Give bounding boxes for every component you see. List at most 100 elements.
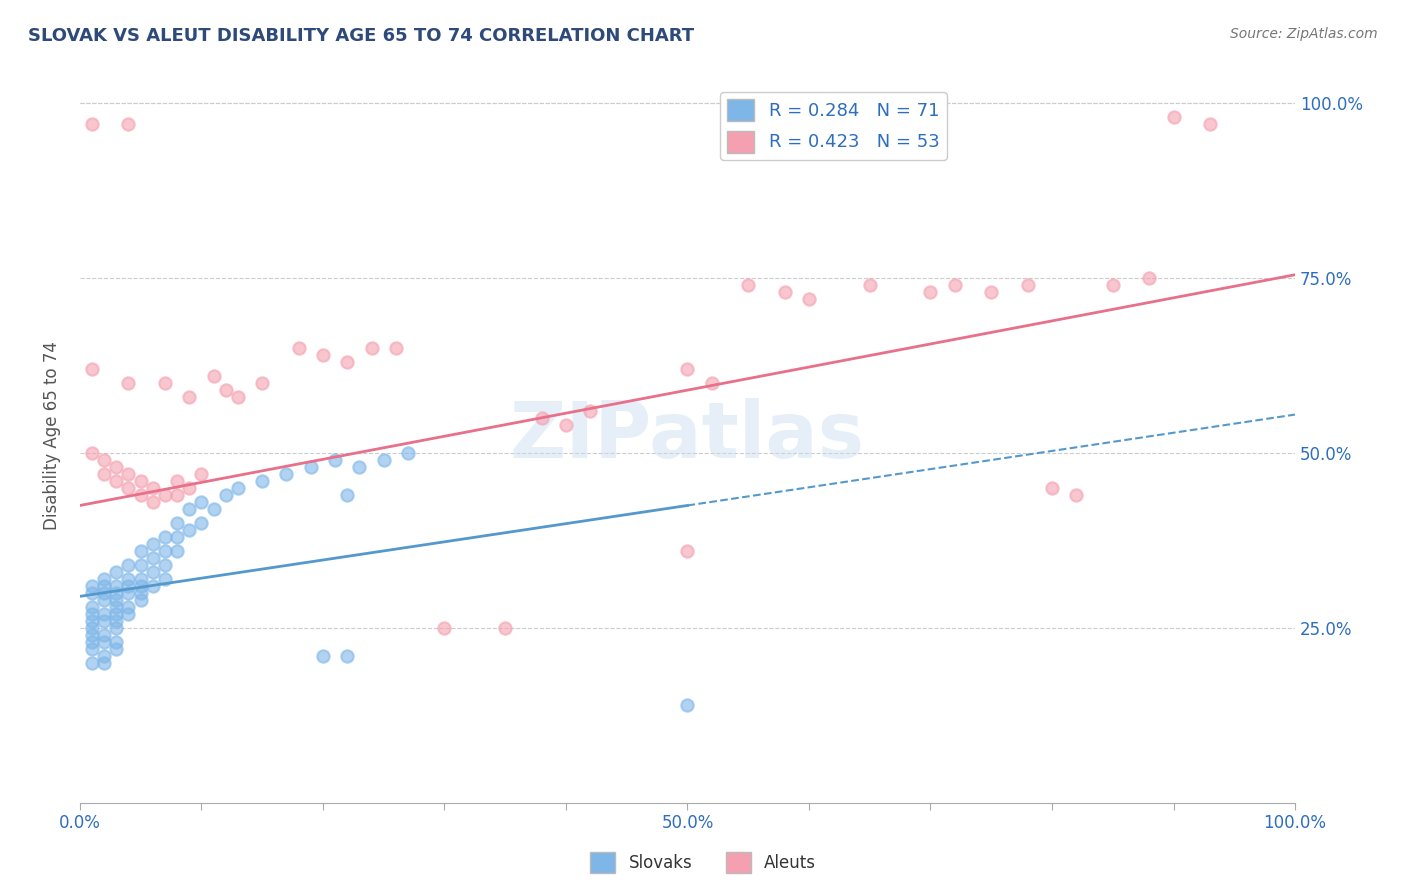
- Point: [166, 544, 188, 558]
- Point: [433, 621, 456, 635]
- Point: [129, 544, 152, 558]
- Point: [117, 467, 139, 481]
- Point: [202, 502, 225, 516]
- Point: [105, 460, 128, 475]
- Point: [117, 376, 139, 391]
- Point: [80, 641, 103, 656]
- Point: [93, 607, 115, 621]
- Point: [179, 481, 201, 495]
- Point: [226, 390, 249, 404]
- Legend: R = 0.284   N = 71, R = 0.423   N = 53: R = 0.284 N = 71, R = 0.423 N = 53: [720, 92, 946, 160]
- Point: [80, 621, 103, 635]
- Point: [153, 488, 176, 502]
- Point: [943, 278, 966, 293]
- Point: [336, 488, 359, 502]
- Point: [80, 614, 103, 628]
- Point: [93, 628, 115, 642]
- Point: [250, 474, 273, 488]
- Point: [105, 599, 128, 614]
- Y-axis label: Disability Age 65 to 74: Disability Age 65 to 74: [44, 341, 60, 530]
- Point: [129, 474, 152, 488]
- Point: [859, 278, 882, 293]
- Point: [166, 516, 188, 530]
- Point: [980, 285, 1002, 300]
- Point: [129, 592, 152, 607]
- Point: [117, 607, 139, 621]
- Point: [323, 453, 346, 467]
- Point: [80, 656, 103, 670]
- Point: [105, 474, 128, 488]
- Point: [80, 118, 103, 132]
- Point: [117, 481, 139, 495]
- Point: [93, 572, 115, 586]
- Point: [93, 635, 115, 649]
- Point: [117, 558, 139, 572]
- Point: [117, 572, 139, 586]
- Point: [80, 362, 103, 376]
- Point: [530, 411, 553, 425]
- Point: [129, 488, 152, 502]
- Text: ZIPatlas: ZIPatlas: [510, 398, 865, 474]
- Text: SLOVAK VS ALEUT DISABILITY AGE 65 TO 74 CORRELATION CHART: SLOVAK VS ALEUT DISABILITY AGE 65 TO 74 …: [28, 27, 695, 45]
- Point: [93, 592, 115, 607]
- Legend: Slovaks, Aleuts: Slovaks, Aleuts: [583, 846, 823, 880]
- Point: [385, 341, 408, 355]
- Point: [142, 550, 165, 565]
- Point: [349, 460, 371, 475]
- Point: [142, 565, 165, 579]
- Point: [153, 530, 176, 544]
- Point: [153, 376, 176, 391]
- Point: [579, 404, 602, 418]
- Point: [396, 446, 419, 460]
- Point: [117, 586, 139, 600]
- Point: [1137, 271, 1160, 285]
- Point: [105, 621, 128, 635]
- Point: [80, 607, 103, 621]
- Point: [142, 537, 165, 551]
- Point: [1163, 111, 1185, 125]
- Point: [920, 285, 942, 300]
- Point: [93, 586, 115, 600]
- Point: [179, 502, 201, 516]
- Point: [105, 635, 128, 649]
- Point: [105, 614, 128, 628]
- Point: [80, 635, 103, 649]
- Point: [312, 348, 335, 362]
- Point: [129, 572, 152, 586]
- Point: [312, 648, 335, 663]
- Point: [1040, 481, 1063, 495]
- Point: [494, 621, 516, 635]
- Point: [93, 579, 115, 593]
- Point: [1101, 278, 1123, 293]
- Point: [142, 495, 165, 509]
- Text: Source: ZipAtlas.com: Source: ZipAtlas.com: [1230, 27, 1378, 41]
- Point: [797, 292, 820, 306]
- Point: [202, 369, 225, 384]
- Point: [773, 285, 796, 300]
- Point: [93, 467, 115, 481]
- Point: [129, 579, 152, 593]
- Point: [676, 698, 699, 712]
- Point: [190, 495, 212, 509]
- Point: [117, 599, 139, 614]
- Point: [166, 488, 188, 502]
- Point: [1199, 118, 1222, 132]
- Point: [190, 516, 212, 530]
- Point: [93, 648, 115, 663]
- Point: [153, 544, 176, 558]
- Point: [215, 488, 238, 502]
- Point: [1064, 488, 1087, 502]
- Point: [166, 530, 188, 544]
- Point: [105, 607, 128, 621]
- Point: [80, 579, 103, 593]
- Point: [80, 599, 103, 614]
- Point: [117, 579, 139, 593]
- Point: [676, 544, 699, 558]
- Point: [190, 467, 212, 481]
- Point: [117, 118, 139, 132]
- Point: [129, 558, 152, 572]
- Point: [153, 558, 176, 572]
- Point: [555, 418, 578, 433]
- Point: [105, 579, 128, 593]
- Point: [336, 648, 359, 663]
